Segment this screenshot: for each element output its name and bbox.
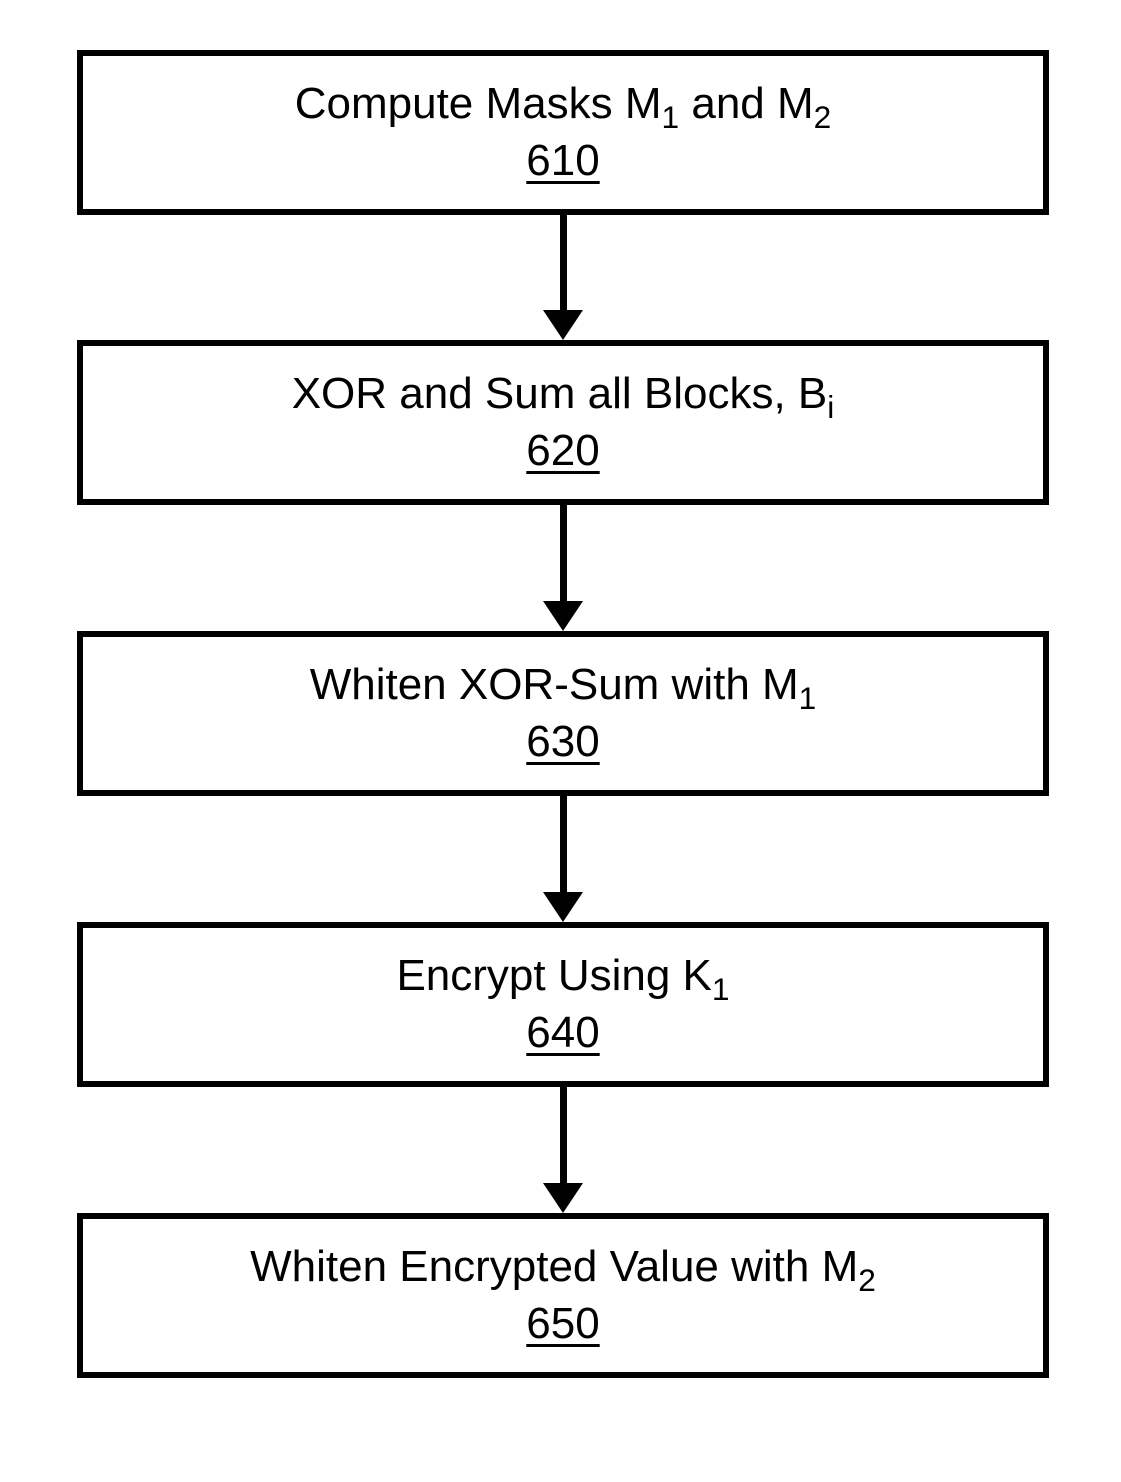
- flow-node-label: Compute Masks M1 and M2: [295, 79, 832, 130]
- flow-node-620: XOR and Sum all Blocks, Bi 620: [77, 340, 1049, 505]
- arrowhead-down-icon: [543, 310, 583, 340]
- flow-node-label: Encrypt Using K1: [396, 951, 729, 1002]
- flow-node-ref: 630: [526, 717, 599, 767]
- flow-node-label: Whiten Encrypted Value with M2: [250, 1242, 876, 1293]
- flow-node-ref: 610: [526, 136, 599, 186]
- arrowhead-down-icon: [543, 601, 583, 631]
- arrowhead-down-icon: [543, 1183, 583, 1213]
- flow-edge: [560, 215, 567, 310]
- flow-node-ref: 650: [526, 1299, 599, 1349]
- arrowhead-down-icon: [543, 892, 583, 922]
- flow-node-610: Compute Masks M1 and M2 610: [77, 50, 1049, 215]
- flow-edge: [560, 505, 567, 601]
- flow-node-ref: 640: [526, 1008, 599, 1058]
- flow-node-ref: 620: [526, 426, 599, 476]
- flow-node-650: Whiten Encrypted Value with M2 650: [77, 1213, 1049, 1378]
- flowchart-canvas: Compute Masks M1 and M2 610 XOR and Sum al…: [0, 0, 1121, 1482]
- flow-edge: [560, 796, 567, 892]
- flow-node-640: Encrypt Using K1 640: [77, 922, 1049, 1087]
- flow-node-label: XOR and Sum all Blocks, Bi: [292, 369, 835, 420]
- flow-node-630: Whiten XOR-Sum with M1 630: [77, 631, 1049, 796]
- flow-edge: [560, 1087, 567, 1183]
- flow-node-label: Whiten XOR-Sum with M1: [310, 660, 817, 711]
